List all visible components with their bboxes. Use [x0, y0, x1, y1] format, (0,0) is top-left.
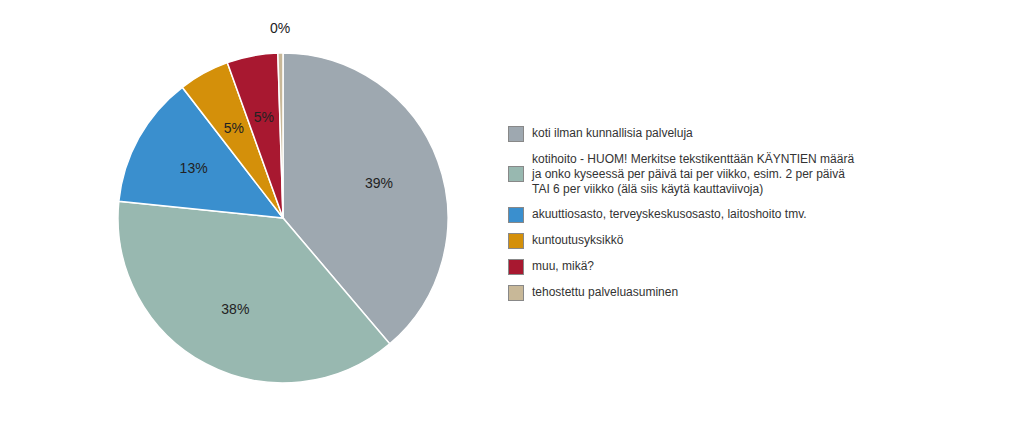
html-text:tehostettu palveluasuminen: tehostettu palveluasuminen: [532, 285, 679, 299]
html-text:koti ilman kunnallisia palvelu: koti ilman kunnallisia palveluja: [532, 126, 693, 140]
svg-text:13%: 13%: [180, 160, 208, 176]
svg-text:5%: 5%: [254, 109, 274, 125]
html-text:muu, mikä?: muu, mikä?: [532, 259, 594, 273]
svg-text:5%: 5%: [224, 120, 244, 136]
html-text:kuntoutusyksikkö: kuntoutusyksikkö: [532, 233, 624, 247]
svg-text:38%: 38%: [221, 301, 249, 317]
svg-text:39%: 39%: [365, 175, 393, 191]
html-text:akuuttiosasto, terveyskeskusos: akuuttiosasto, terveyskeskusosasto, lait…: [532, 207, 807, 221]
svg-text:0%: 0%: [270, 20, 290, 36]
html-text:kotihoito - HUOM! Merkitse tek: kotihoito - HUOM! Merkitse tekstikenttää…: [532, 151, 855, 196]
